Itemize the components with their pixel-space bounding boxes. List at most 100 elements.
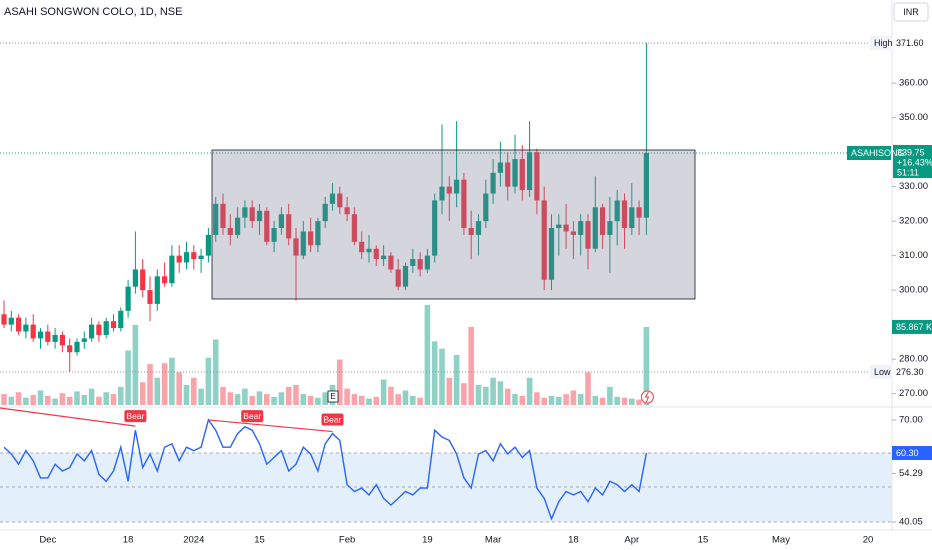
symbol-tag-box — [847, 145, 891, 160]
candle-body — [446, 186, 452, 194]
volume-bar — [300, 394, 307, 405]
divergence-line — [0, 407, 136, 427]
candle-body — [636, 207, 642, 218]
volume-bar — [439, 348, 445, 405]
volume-bar — [614, 396, 620, 405]
bear-label: Bear — [243, 411, 261, 421]
candle-body — [220, 203, 226, 229]
high-text-box — [870, 36, 892, 51]
candle-body — [468, 228, 474, 235]
volume-bar — [293, 385, 299, 405]
y-tick-label: 280.00 — [899, 354, 928, 365]
candle-body — [30, 324, 36, 339]
candle-body — [89, 324, 95, 339]
volume-bar — [446, 377, 453, 405]
candle-body — [256, 210, 263, 222]
earnings-marker: E — [330, 392, 335, 401]
candle-body — [432, 200, 438, 256]
volume-bar — [607, 386, 613, 405]
candle-body — [614, 200, 620, 222]
volume-bar — [307, 395, 314, 405]
candle-body — [162, 276, 168, 284]
rsi-tick-label: 40.05 — [899, 517, 923, 528]
volume-bar — [461, 383, 467, 405]
volume-bar — [161, 363, 168, 405]
candle-body — [373, 248, 379, 260]
volume-bar — [154, 377, 161, 405]
volume-bar — [629, 398, 635, 405]
volume-bar — [103, 392, 109, 405]
low-value: 276.30 — [896, 367, 924, 377]
candle-body — [527, 152, 533, 191]
candle-body — [439, 186, 445, 201]
range-box — [211, 149, 696, 300]
low-value-box — [892, 364, 932, 379]
volume-bar — [256, 391, 263, 405]
volume-bar — [599, 397, 606, 405]
volume-bar — [183, 385, 190, 405]
volume-bar — [563, 394, 569, 405]
earnings-box — [327, 390, 339, 403]
candle-body — [264, 210, 270, 242]
volume-bar — [636, 399, 642, 405]
candle-body — [563, 224, 569, 232]
volume-bar — [512, 394, 518, 405]
candle-body — [578, 221, 584, 235]
candle-body — [344, 207, 350, 215]
volume-bar — [621, 397, 628, 405]
currency[interactable]: INR — [903, 7, 919, 17]
bear-label: Bear — [324, 414, 342, 424]
volume-bar — [249, 395, 255, 405]
candle-body — [300, 231, 306, 256]
candle-body — [110, 321, 117, 329]
volume-bar — [570, 390, 577, 405]
candle-body — [322, 203, 328, 222]
volume-bar — [23, 397, 29, 405]
candle-body — [556, 224, 562, 229]
candle-body — [37, 331, 44, 339]
candle-body — [366, 248, 372, 253]
bear-label-box — [124, 410, 147, 423]
change: +16.43% — [897, 157, 932, 167]
candle-body — [96, 324, 102, 335]
volume-bar — [15, 392, 22, 405]
candle-body — [483, 193, 489, 222]
volume-bar — [81, 395, 88, 405]
volume-bar — [242, 388, 248, 405]
volume-bar — [577, 394, 584, 405]
volume-bar — [497, 381, 504, 405]
volume-bar — [431, 341, 438, 405]
candle-body — [169, 255, 175, 284]
volume-bar — [52, 398, 58, 405]
candle-body — [329, 193, 336, 204]
volume-bar — [344, 388, 350, 405]
volume-bar — [548, 395, 555, 405]
candle-body — [242, 207, 248, 218]
currency-box[interactable] — [893, 2, 929, 22]
volume-bar — [315, 397, 321, 405]
volume-bar — [125, 350, 131, 405]
y-tick-label: 300.00 — [899, 285, 928, 296]
volume-bar — [227, 392, 234, 405]
candle-body — [286, 214, 292, 239]
candle-body — [1, 314, 7, 325]
volume-bar — [468, 326, 474, 405]
candle-body — [585, 221, 591, 249]
candle-body — [497, 162, 503, 173]
volume-bar — [504, 388, 511, 405]
volume-bar — [534, 392, 540, 405]
volume-bar — [526, 377, 533, 405]
candle-body — [118, 310, 124, 329]
volume-bar — [74, 391, 80, 405]
candle-body — [592, 207, 598, 249]
candle-body — [315, 221, 321, 246]
candle-body — [183, 252, 190, 263]
labels: 270.00280.00290.00300.00310.00320.00330.… — [39, 36, 932, 546]
candle-body — [541, 200, 547, 280]
volume-bar — [147, 364, 153, 405]
low-text-box — [870, 364, 892, 379]
candle-body — [454, 179, 460, 194]
candle-body — [490, 172, 496, 194]
candle-body — [191, 252, 197, 260]
candle-body — [147, 290, 153, 304]
